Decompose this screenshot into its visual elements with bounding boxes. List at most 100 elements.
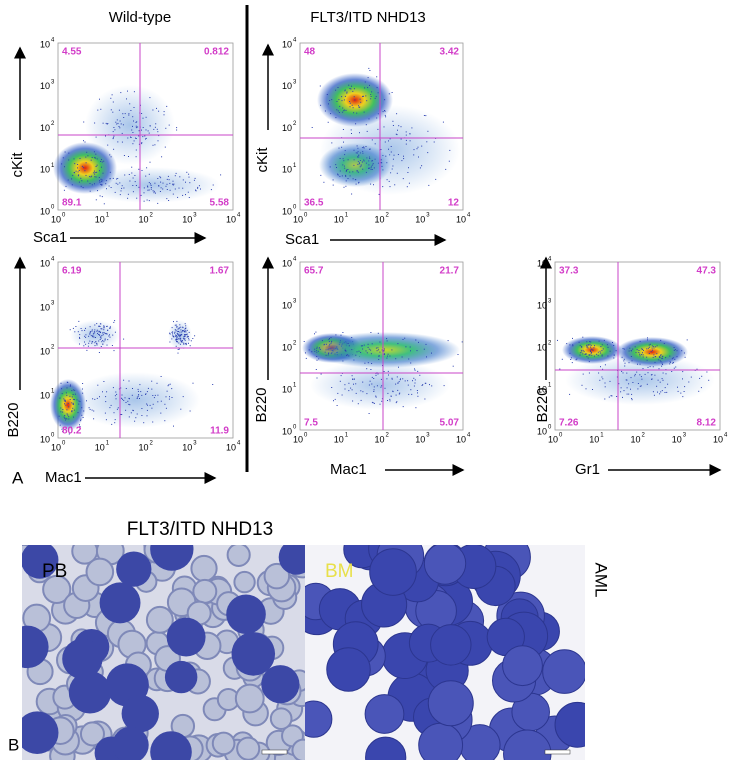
event-dot [378,355,380,357]
event-dot [185,194,186,196]
event-dot [101,161,103,163]
x-tick-label: 10 [713,434,723,444]
event-dot [332,184,334,186]
event-dot [81,165,83,167]
event-dot [94,398,96,400]
event-dot [106,123,108,125]
event-dot [641,348,643,350]
event-dot [121,141,123,143]
event-dot [351,85,352,87]
event-dot [337,87,339,88]
event-dot [348,84,350,86]
event-dot [342,129,344,130]
event-dot [176,340,177,342]
event-dot [64,400,66,402]
event-dot [385,116,387,118]
event-dot [352,378,354,380]
x-tick-exp: 3 [426,433,430,439]
event-dot [132,143,134,145]
event-dot [587,347,589,349]
event-dot [651,378,652,380]
event-dot [579,352,581,354]
event-dot [620,391,622,393]
event-dot [134,181,136,183]
event-dot [149,161,151,163]
event-dot [121,187,123,189]
event-dot [182,187,184,189]
event-dot [184,338,186,340]
y-tick-label: 10 [40,206,50,216]
event-dot [347,178,349,179]
event-dot [682,378,683,380]
event-dot [331,99,333,101]
event-dot [90,335,92,337]
event-dot [382,186,384,188]
event-dot [103,381,105,382]
event-dot [67,402,69,404]
event-dot [220,174,222,176]
blast [121,694,159,733]
event-dot [98,330,100,332]
event-dot [193,179,195,181]
event-dot [168,200,170,201]
event-dot [94,342,96,344]
event-dot [72,174,74,176]
blast [166,617,206,657]
event-dot [384,387,386,389]
event-dot [664,392,666,393]
event-dot [342,332,344,333]
event-dot [179,335,181,337]
event-dot [178,187,180,189]
event-dot [171,331,173,333]
event-dot [117,122,119,124]
event-dot [131,172,133,174]
x-tick-label: 10 [548,434,558,444]
event-dot [78,403,80,405]
event-dot [391,92,393,93]
event-dot [185,344,187,346]
event-dot [198,185,200,187]
event-dot [387,400,388,401]
event-dot [370,349,372,351]
red-cell [236,736,261,760]
x-tick-label: 10 [226,442,236,452]
event-dot [421,165,423,167]
event-dot [101,341,103,343]
event-dot [329,100,331,101]
event-dot [139,398,140,399]
event-dot [581,346,583,348]
event-dot [640,376,642,378]
event-dot [579,354,581,356]
y-tick-label: 10 [282,39,292,49]
event-dot [345,170,347,172]
event-dot [116,123,118,125]
event-dot [419,374,421,376]
event-dot [151,380,153,382]
event-dot [176,320,178,322]
event-dot [80,418,82,420]
event-dot [60,382,62,384]
event-dot [706,371,708,373]
event-dot [177,196,179,198]
event-dot [188,197,190,198]
event-dot [366,130,368,132]
event-dot [652,349,653,351]
event-dot [113,412,115,414]
event-dot [145,175,147,177]
event-dot [153,128,155,130]
event-dot [79,424,80,426]
event-dot [169,332,171,334]
event-dot [94,157,96,159]
event-dot [360,101,362,103]
event-dot [127,137,129,139]
blast [278,545,305,575]
event-dot [146,415,148,417]
event-dot [92,333,94,335]
event-dot [377,373,379,375]
event-dot [194,335,196,337]
event-dot [319,85,321,87]
event-dot [359,98,361,100]
event-dot [344,388,346,390]
event-dot [118,126,120,127]
event-dot [365,124,367,126]
